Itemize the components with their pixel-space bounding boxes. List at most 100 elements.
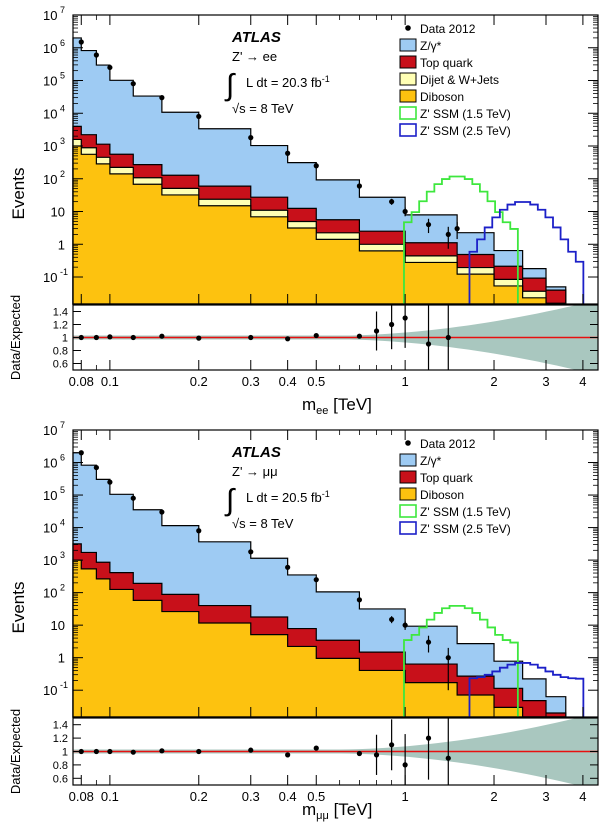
legend-label: Dijet & W+Jets [420,73,499,87]
data-point [285,150,291,156]
ratio-point [445,334,451,341]
ratio-point [445,755,451,761]
y-tick-label-exponent: -1 [60,680,68,690]
legend-label: Z/γ* [420,39,442,53]
x-tick-label: 3 [542,789,549,804]
luminosity-label: L dt = 20.5 fb-1 [246,489,330,505]
data-point [107,479,113,485]
ratio-point [389,321,395,328]
legend-label: Z/γ* [420,454,442,468]
y-tick-label-exponent: 6 [60,453,65,463]
legend-label: Data 2012 [420,437,476,451]
y-tick-label: 10 [51,205,65,220]
y-tick-label-exponent: -1 [60,267,68,277]
y-tick-label: 10 [43,74,57,89]
legend-swatch [399,487,417,501]
legend-label: Z' SSM (2.5 TeV) [420,124,511,138]
legend-label: Data 2012 [420,22,476,36]
ratio-point [313,332,319,339]
y-tick-label-exponent: 7 [60,5,65,15]
data-point [356,183,363,189]
signal-z-ssm-2-5-tev- [468,662,585,717]
legend-label: Z' SSM (2.5 TeV) [420,522,511,536]
legend-line-swatch [399,521,417,535]
ratio-tick-label: 1.2 [53,733,68,745]
data-point [356,597,363,603]
x-tick-label: 2 [490,789,497,804]
legend-swatch [399,470,417,484]
x-tick-label: 4 [579,789,586,804]
ratio-point [196,748,202,755]
data-point [402,208,408,215]
data-point [445,231,451,238]
legend-marker-data [405,440,411,446]
ratio-point [196,335,202,341]
data-point [130,81,136,87]
data-point [130,495,136,501]
legend-label: Top quark [420,56,474,70]
y-tick-label: 10 [43,270,57,285]
x-tick-label: 0.4 [279,374,297,389]
data-point [159,509,165,515]
legend-swatch [399,55,417,69]
x-axis-title: mμμ [TeV] [302,800,372,822]
y-tick-label-exponent: 2 [60,169,65,179]
data-point [313,577,319,583]
data-point [78,39,84,45]
data-point [248,549,254,555]
y-tick-label: 10 [43,423,57,438]
legend-marker-data [405,25,411,31]
legend-line-swatch [399,123,417,137]
ratio-tick-label: 1.2 [53,320,68,332]
data-point [93,464,99,471]
ratio-point [107,748,113,755]
ratio-point [285,336,291,342]
x-tick-label: 0.1 [101,374,119,389]
data-point [93,52,99,58]
ratio-point [285,752,291,758]
legend-label: Diboson [420,90,464,104]
ratio-point [130,334,136,341]
y-tick-label-exponent: 3 [60,550,65,560]
main-plot-frame [72,429,599,718]
x-tick-label: 0.4 [279,789,297,804]
data-point [196,113,202,120]
data-point [425,639,432,645]
x-axis-title: mee [TeV] [302,395,372,417]
ratio-tick-label: 1 [62,747,68,759]
y-tick-label: 10 [43,139,57,154]
x-tick-label: 3 [542,374,549,389]
x-tick-label: 0.2 [190,789,208,804]
ratio-point [248,747,254,753]
ratio-point [93,334,99,341]
y-tick-label-exponent: 2 [60,583,65,593]
data-point [389,199,395,205]
x-tick-label: 2 [490,374,497,389]
legend-label: Diboson [420,488,464,502]
ratio-point [356,750,363,757]
y-tick-label-exponent: 4 [60,518,65,528]
ratio-tick-label: 0.6 [53,359,68,371]
y-tick-label: 1 [58,237,65,252]
ratio-point [402,315,408,321]
channel-label: Z' → ee [232,49,277,64]
x-tick-label: 0.5 [307,789,325,804]
ratio-y-axis-title: Data/Expected [8,295,23,380]
ratio-point [373,752,380,758]
y-tick-label: 10 [43,106,57,121]
ratio-point [313,745,319,751]
y-axis-title: Events [9,168,28,220]
ratio-point [389,742,395,748]
ratio-y-axis-title: Data/Expected [8,709,23,794]
legend-line-swatch [399,504,417,518]
integral-sign: ∫ [224,69,236,102]
x-tick-label: 0.5 [307,374,325,389]
data-point [313,163,319,169]
channel-label: Z' → μμ [232,464,278,479]
data-point [248,135,254,141]
ratio-point [425,735,432,741]
y-tick-label-exponent: 3 [60,136,65,146]
data-point [78,450,84,456]
y-axis-title: Events [9,582,28,634]
